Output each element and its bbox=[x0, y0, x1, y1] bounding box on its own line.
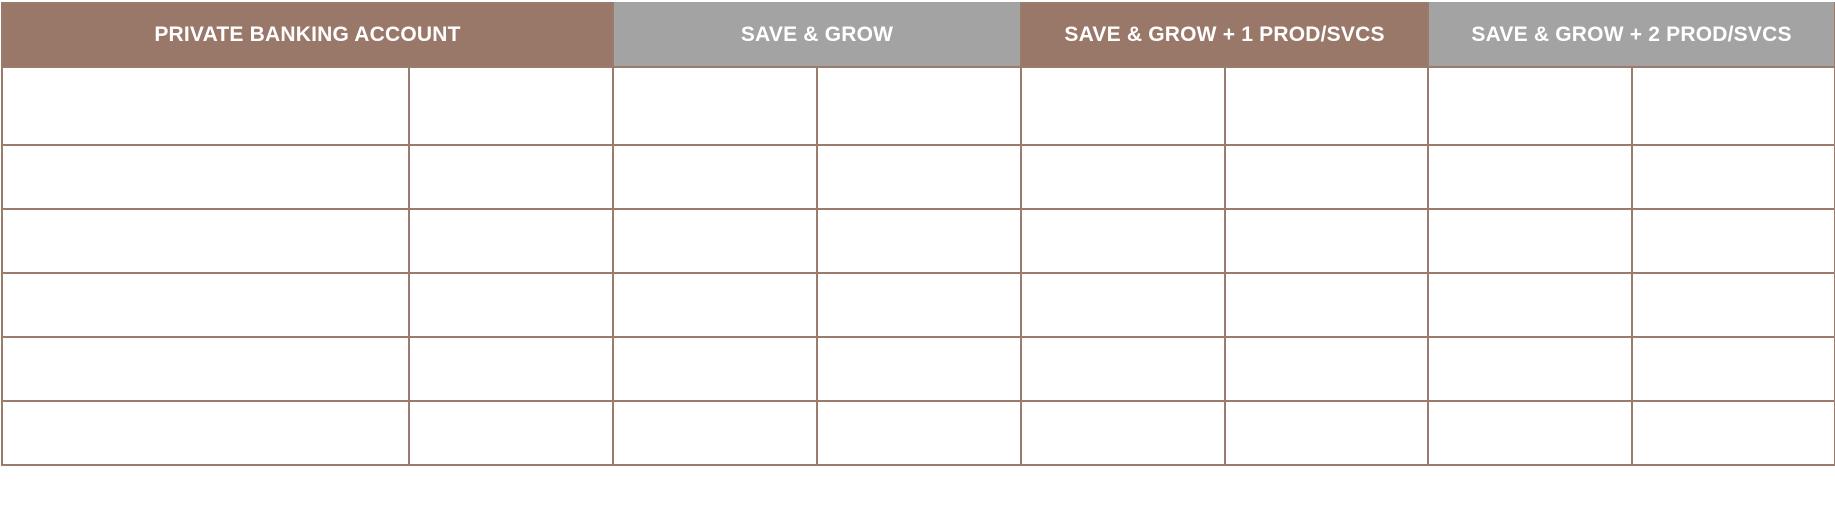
table-row bbox=[1, 66, 1835, 146]
table-cell[interactable] bbox=[408, 272, 614, 338]
table-cell[interactable] bbox=[408, 66, 614, 146]
table-cell[interactable] bbox=[612, 336, 818, 402]
table-cell[interactable] bbox=[1427, 144, 1634, 210]
table-cell[interactable] bbox=[1224, 336, 1430, 402]
table-cell[interactable] bbox=[1427, 272, 1634, 338]
table-cell[interactable] bbox=[1224, 208, 1430, 274]
table-cell[interactable] bbox=[408, 336, 614, 402]
header-row: PRIVATE BANKING ACCOUNT SAVE & GROW SAVE… bbox=[1, 2, 1835, 68]
table-cell[interactable] bbox=[1427, 336, 1634, 402]
table-cell[interactable] bbox=[1224, 400, 1430, 466]
table-cell[interactable] bbox=[815, 208, 1023, 274]
table-cell[interactable] bbox=[1631, 208, 1835, 274]
table-cell[interactable] bbox=[408, 400, 614, 466]
table-cell[interactable] bbox=[1020, 400, 1227, 466]
table-cell[interactable] bbox=[1020, 336, 1227, 402]
table-cell[interactable] bbox=[1631, 272, 1835, 338]
header-save-and-grow-plus-1: SAVE & GROW + 1 PROD/SVCS bbox=[1020, 2, 1430, 68]
table-cell[interactable] bbox=[1020, 272, 1227, 338]
table-cell[interactable] bbox=[1, 66, 410, 146]
table-cell[interactable] bbox=[1631, 144, 1835, 210]
table-cell[interactable] bbox=[1, 272, 410, 338]
table-header: PRIVATE BANKING ACCOUNT SAVE & GROW SAVE… bbox=[1, 2, 1835, 68]
table-cell[interactable] bbox=[1, 336, 410, 402]
table-cell[interactable] bbox=[815, 144, 1023, 210]
table-cell[interactable] bbox=[1224, 66, 1430, 146]
table-cell[interactable] bbox=[408, 208, 614, 274]
table-cell[interactable] bbox=[1020, 208, 1227, 274]
header-private-banking-account: PRIVATE BANKING ACCOUNT bbox=[1, 2, 614, 68]
table-cell[interactable] bbox=[612, 66, 818, 146]
table-cell[interactable] bbox=[1020, 144, 1227, 210]
table-cell[interactable] bbox=[815, 400, 1023, 466]
table-cell[interactable] bbox=[1224, 144, 1430, 210]
table-cell[interactable] bbox=[815, 336, 1023, 402]
table-cell[interactable] bbox=[1631, 400, 1835, 466]
table-cell[interactable] bbox=[1631, 336, 1835, 402]
table-cell[interactable] bbox=[815, 66, 1023, 146]
table-cell[interactable] bbox=[1, 208, 410, 274]
table-cell[interactable] bbox=[612, 144, 818, 210]
table-cell[interactable] bbox=[612, 272, 818, 338]
table-cell[interactable] bbox=[1427, 400, 1634, 466]
table-row bbox=[1, 272, 1835, 338]
table-cell[interactable] bbox=[1427, 208, 1634, 274]
table-row bbox=[1, 336, 1835, 402]
table-cell[interactable] bbox=[1427, 66, 1634, 146]
header-save-and-grow: SAVE & GROW bbox=[611, 2, 1023, 68]
table-cell[interactable] bbox=[815, 272, 1023, 338]
table-body bbox=[1, 66, 1835, 466]
table-row bbox=[1, 144, 1835, 210]
table-cell[interactable] bbox=[1, 400, 410, 466]
table-row bbox=[1, 208, 1835, 274]
table-row bbox=[1, 400, 1835, 466]
table-cell[interactable] bbox=[408, 144, 614, 210]
table-cell[interactable] bbox=[1631, 66, 1835, 146]
comparison-table-container: PRIVATE BANKING ACCOUNT SAVE & GROW SAVE… bbox=[1, 2, 1835, 466]
table-cell[interactable] bbox=[1020, 66, 1227, 146]
table-cell[interactable] bbox=[1224, 272, 1430, 338]
table-cell[interactable] bbox=[612, 208, 818, 274]
table-cell[interactable] bbox=[1, 144, 410, 210]
table-cell[interactable] bbox=[612, 400, 818, 466]
header-save-and-grow-plus-2: SAVE & GROW + 2 PROD/SVCS bbox=[1427, 2, 1835, 68]
account-comparison-table: PRIVATE BANKING ACCOUNT SAVE & GROW SAVE… bbox=[1, 2, 1835, 466]
